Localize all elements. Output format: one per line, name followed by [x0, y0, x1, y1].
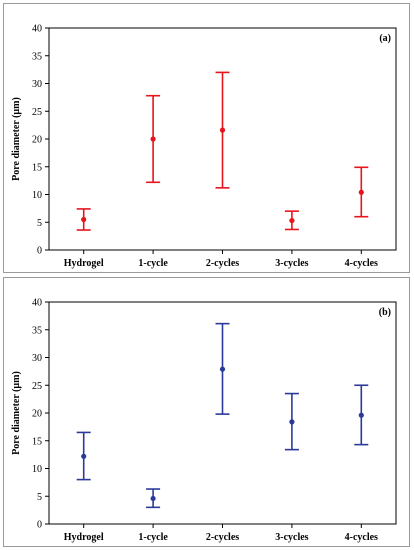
chart-0-data-point	[150, 136, 156, 142]
chart-0-ytick-label: 35	[32, 51, 42, 62]
chart-panel-b: 0 5 10 15 20 25 30 35 40 Hydrogel 1-cycle 2-cycles 3…	[3, 277, 410, 547]
chart-1-ytick-label: 5	[37, 492, 42, 503]
chart-0-ytick-label: 15	[32, 162, 42, 173]
chart-0-ytick-label: 40	[32, 24, 42, 35]
chart-0-ytick-label: 0	[37, 246, 42, 257]
chart-0-ytick-label: 10	[32, 190, 42, 201]
chart-1-data-point	[358, 412, 364, 418]
chart-0-category-label: 3-cycles	[275, 258, 308, 269]
chart-1-category-label: Hydrogel	[64, 532, 104, 543]
chart-1-data-point	[81, 453, 87, 459]
chart-0-ytick-label: 20	[32, 135, 42, 146]
chart-1-ylabel: Pore diameter (µm)	[11, 371, 22, 455]
chart-0-ytick-label: 25	[32, 107, 42, 118]
chart-0-category-label: 4-cycles	[345, 258, 378, 269]
chart-1-category-label: 4-cycles	[345, 532, 378, 543]
chart-0-data-point	[358, 189, 364, 195]
chart-1-ytick-label: 0	[37, 520, 42, 531]
chart-1-ytick-label: 30	[32, 353, 42, 364]
chart-0-ytick-label: 30	[32, 79, 42, 90]
chart-1-data-point	[219, 366, 226, 372]
chart-0-category-label: Hydrogel	[64, 258, 104, 269]
chart-0-data-point	[81, 216, 87, 223]
chart-0-panel-tag: (a)	[379, 33, 391, 44]
chart-1-data-point	[289, 419, 295, 425]
chart-0-category-label: 2-cycles	[206, 258, 239, 269]
chart-0-category-label: 1-cycle	[138, 258, 168, 269]
chart-1-category-label: 2-cycles	[206, 532, 239, 543]
chart-1-ytick-label: 25	[32, 381, 42, 392]
chart-0-data-point	[289, 217, 295, 224]
chart-1-ytick-label: 40	[32, 298, 42, 309]
chart-b-svg: 0 5 10 15 20 25 30 35 40 Hydrogel 1-cycle 2-cycles 3…	[11, 298, 397, 543]
chart-1-category-label: 3-cycles	[275, 532, 308, 543]
chart-0-ytick-label: 5	[37, 218, 42, 229]
chart-0-ylabel: Pore diameter (µm)	[11, 97, 22, 181]
chart-0-data-point	[219, 127, 226, 133]
chart-1-category-label: 1-cycle	[138, 532, 168, 543]
chart-1-data-point	[150, 495, 156, 502]
chart-1-ytick-label: 10	[32, 464, 42, 475]
chart-1-ytick-label: 20	[32, 409, 42, 420]
chart-1-panel-tag: (b)	[379, 307, 391, 318]
chart-1-ytick-label: 15	[32, 436, 42, 447]
chart-a-svg: 0 5 10 15 20 25 30 35 40 Hydrogel 1-cycle 2-cycles 3…	[11, 24, 397, 269]
chart-1-ytick-label: 35	[32, 325, 42, 336]
chart-panel-a: 0 5 10 15 20 25 30 35 40 Hydrogel 1-cycle 2-cycles 3…	[3, 3, 410, 273]
